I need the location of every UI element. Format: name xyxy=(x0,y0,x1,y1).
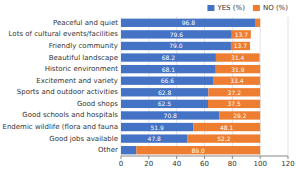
category-label: Excitement and variety xyxy=(36,77,118,85)
tick-label: 120 xyxy=(281,160,294,168)
bars xyxy=(121,19,260,155)
tick-label: 80 xyxy=(228,160,237,168)
bar-segment xyxy=(121,88,208,96)
bar-segment xyxy=(121,65,216,73)
data-label: 47.8 xyxy=(148,135,162,142)
tick-label: 100 xyxy=(253,160,266,168)
x-axis-line xyxy=(121,156,288,157)
data-label: 89.0 xyxy=(192,147,206,154)
category-label: Beautiful landscape xyxy=(49,54,118,62)
tick-label: 20 xyxy=(144,160,153,168)
bar-segment xyxy=(216,53,260,61)
category-label: Friendly community xyxy=(49,42,118,50)
tick-label: 0 xyxy=(119,160,123,168)
bar-segment xyxy=(121,30,232,38)
bar-segment xyxy=(121,111,220,119)
bar-segment xyxy=(208,100,260,108)
category-label: Historic environment xyxy=(45,65,119,73)
category-label: Good jobs available xyxy=(49,135,118,143)
bar-segment xyxy=(256,19,260,27)
legend-swatch xyxy=(253,5,260,11)
data-label: 51.9 xyxy=(150,124,164,131)
data-label: 52.2 xyxy=(217,135,231,142)
data-label: 68.1 xyxy=(162,66,176,73)
data-label: 29.2 xyxy=(233,112,247,119)
bar-segment xyxy=(121,19,256,27)
category-label: Sports and outdoor activities xyxy=(17,88,119,96)
bar-segment xyxy=(216,65,260,73)
category-label: Endemic wildlife (flora and fauna xyxy=(2,123,118,131)
bar-segment xyxy=(232,30,251,38)
data-label: 48.1 xyxy=(220,124,234,131)
bar-segment xyxy=(121,146,136,154)
data-label: 37.5 xyxy=(227,100,241,107)
data-label: 79.6 xyxy=(170,31,184,38)
data-label: 96.8 xyxy=(182,19,196,26)
tick-label: 40 xyxy=(172,160,181,168)
data-label: 62.5 xyxy=(158,100,172,107)
bar-segment xyxy=(121,53,216,61)
bar-segment xyxy=(121,100,208,108)
data-label: 33.4 xyxy=(230,77,244,84)
bar-segment xyxy=(208,88,260,96)
data-labels: 96.8 79.6 79.0 68.2 68.1 66.6 62.8 62.5 70.851.9… xyxy=(148,19,249,153)
category-label: Other xyxy=(98,146,118,154)
data-label: 13.7 xyxy=(234,42,248,49)
data-label: 31.4 xyxy=(231,54,245,61)
data-label: 79.0 xyxy=(169,42,183,49)
data-label: 37.2 xyxy=(228,89,242,96)
category-label: Good schools and hospitals xyxy=(22,111,118,119)
chart: Peaceful and quiet Lots of cultural event… xyxy=(0,0,296,170)
data-label: 62.8 xyxy=(158,89,172,96)
category-label: Peaceful and quiet xyxy=(53,19,118,27)
grid xyxy=(121,17,288,156)
bar-segment xyxy=(121,77,214,85)
data-label: 13.7 xyxy=(235,31,249,38)
bar-segment xyxy=(193,123,260,131)
bar-segment xyxy=(231,42,250,50)
bar-segment xyxy=(220,111,261,119)
bar-segment xyxy=(136,146,260,154)
legend-label: YES (%) xyxy=(216,4,245,12)
bar-segment xyxy=(121,134,188,142)
legend-label: NO (%) xyxy=(263,4,288,12)
grid-line xyxy=(288,17,289,156)
legend-swatch xyxy=(207,5,214,11)
category-label: Lots of cultural events/facilities xyxy=(9,30,119,38)
category-label: Good shops xyxy=(77,100,118,108)
bar-segment xyxy=(121,42,231,50)
data-label: 70.8 xyxy=(164,112,178,119)
data-label: 66.6 xyxy=(161,77,175,84)
bar-segment xyxy=(214,77,260,85)
bar-segment xyxy=(188,134,261,142)
tick-label: 60 xyxy=(200,160,209,168)
data-label: 68.2 xyxy=(162,54,176,61)
legend: YES (%) NO (%) xyxy=(207,4,288,12)
data-label: 31.9 xyxy=(231,66,245,73)
bar-segment xyxy=(121,123,193,131)
